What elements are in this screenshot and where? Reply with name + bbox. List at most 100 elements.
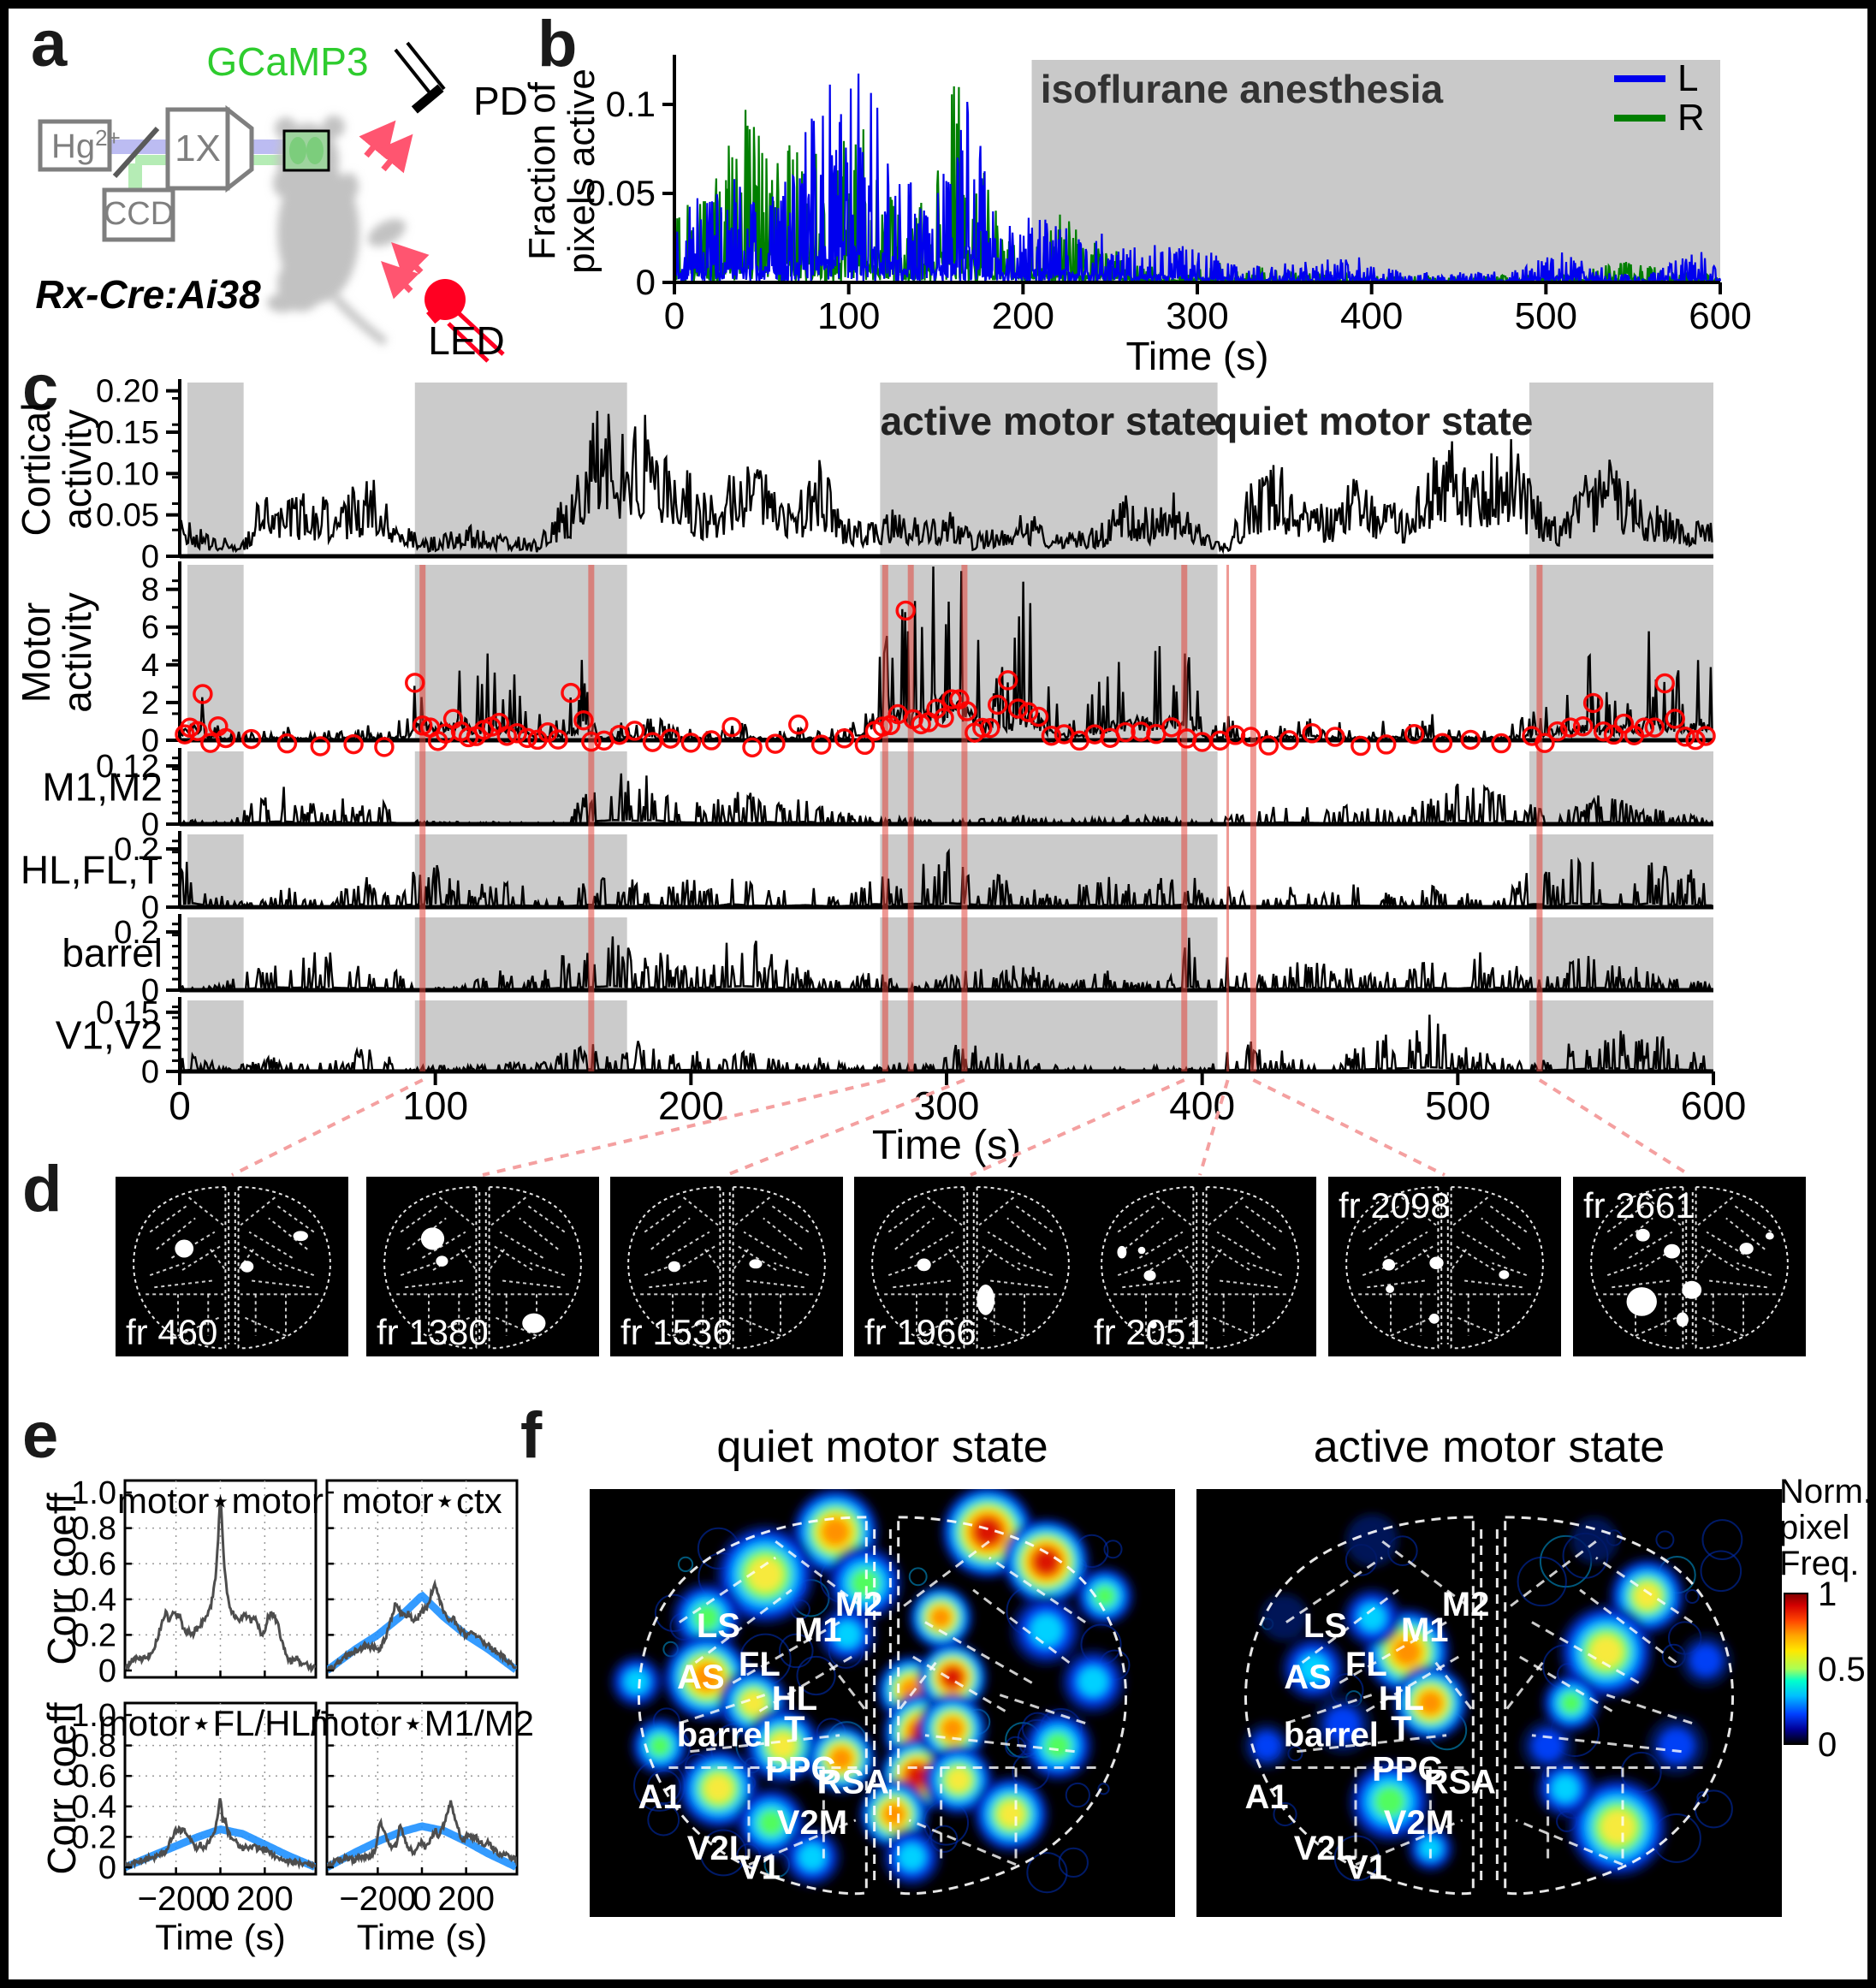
motor-event-circle <box>987 694 1008 715</box>
motor-event-circle <box>854 734 876 756</box>
motor-event-circle <box>1351 735 1371 757</box>
motor-event-circle <box>548 729 568 750</box>
brain-outline <box>627 1186 721 1350</box>
heat-blob <box>1659 1728 1695 1764</box>
b-xtick: 300 <box>1166 295 1228 337</box>
motor-event-circle <box>1375 734 1397 755</box>
motor-event-circle <box>517 727 537 749</box>
c-xtick: 500 <box>1425 1083 1491 1128</box>
e-xtick: −200 <box>138 1880 215 1918</box>
region-label-AS: AS <box>1284 1659 1332 1696</box>
motor-event-circle <box>934 708 954 728</box>
region-label-RSA: RSA <box>817 1764 889 1801</box>
region-label-M2: M2 <box>835 1586 883 1623</box>
state-shade <box>1529 383 1713 556</box>
c-ytick: 4 <box>141 648 159 684</box>
region-label-PPC: PPC <box>765 1751 835 1789</box>
brain-outline <box>637 1516 868 1896</box>
region-label-HL: HL <box>1379 1680 1424 1718</box>
heat-blob <box>1634 1582 1660 1610</box>
motor-event-circle <box>872 716 893 737</box>
motor-event-circle <box>561 682 581 703</box>
frame-number-label: fr 2051 <box>1094 1312 1206 1352</box>
active-pixel-blob <box>749 1259 763 1269</box>
heat-blob <box>1392 1637 1422 1666</box>
e-xtick: 200 <box>236 1880 294 1918</box>
active-pixel-blob <box>1428 1314 1440 1324</box>
motor-event-circle <box>1685 729 1706 751</box>
b-ytick: 0.05 <box>585 173 656 213</box>
region-label-RSA: RSA <box>1424 1764 1496 1801</box>
frame-number-label: fr 2098 <box>1339 1185 1451 1225</box>
heat-blob <box>1078 1666 1108 1697</box>
heat-blob <box>648 1734 672 1758</box>
panel-b-letter: b <box>537 8 578 80</box>
corr-curve <box>327 1578 517 1672</box>
e-title: motor⋆motor <box>117 1481 324 1521</box>
anesthesia-shade <box>1031 60 1720 282</box>
e-ytick: 1.0 <box>71 1475 116 1511</box>
c-xtick: 300 <box>914 1083 980 1128</box>
c-ytick: 0.12 <box>96 749 159 785</box>
c-ytick: 0 <box>141 723 159 759</box>
e-ylabel: Corr coeff <box>39 1492 84 1665</box>
motor-event-circle <box>1225 725 1246 745</box>
e-ytick: 0.8 <box>71 1729 116 1765</box>
c-xlabel: Time (s) <box>872 1123 1021 1168</box>
motor-event-circle <box>1582 692 1604 714</box>
mercury-lamp-label: Hg2+ <box>51 125 121 165</box>
brain-frame: fr 1536 <box>610 1177 843 1356</box>
motor-event-circle <box>1115 721 1136 743</box>
brain-outline <box>237 1186 331 1350</box>
c-ytick: 0.2 <box>114 832 159 868</box>
gcamp3-label: GCaMP3 <box>206 39 368 84</box>
frame-connector <box>231 1078 424 1177</box>
motor-event-circle <box>405 673 425 693</box>
heat-blob <box>798 1843 826 1871</box>
region-label-A1: A1 <box>638 1778 682 1816</box>
motor-event-circle <box>911 714 931 735</box>
beamsplitter <box>112 127 160 178</box>
motor-event-circle <box>742 737 763 758</box>
corr-curve <box>125 1798 316 1870</box>
event-line <box>961 565 968 1071</box>
frame-connector <box>1538 1078 1691 1177</box>
event-line <box>588 565 595 1071</box>
active-pixel-blob <box>436 1255 448 1267</box>
legend-R: R <box>1677 97 1705 139</box>
c-row-label: M1,M2 <box>42 765 163 810</box>
objective-label: 1X <box>175 128 221 169</box>
heat-blob <box>941 1718 965 1740</box>
motor-event-circle <box>193 684 213 704</box>
b-xtick: 0 <box>664 295 685 337</box>
pd-label: PD <box>473 79 528 123</box>
motor-event-circle <box>997 670 1018 691</box>
motor-event-circle <box>1644 717 1665 738</box>
active-pixel-blob <box>1117 1245 1127 1259</box>
motor-event-circle <box>343 733 364 755</box>
active-pixel-blob <box>1636 1228 1650 1242</box>
led-icon <box>424 279 505 363</box>
motor-event-circle <box>972 717 993 739</box>
heat-blob <box>1252 1731 1281 1760</box>
motor-event-circle <box>1491 733 1511 754</box>
motor-event-circle <box>1593 721 1614 742</box>
frame-connector <box>1252 1078 1446 1177</box>
motor-event-circle <box>1018 702 1039 722</box>
state-shade <box>880 1000 1218 1071</box>
motor-event-circle <box>1613 713 1635 734</box>
shuffle-band <box>327 1822 517 1871</box>
heat-blob <box>834 1621 861 1648</box>
heat-blob <box>1689 1644 1722 1676</box>
region-label-V2L: V2L <box>1294 1830 1357 1867</box>
brain-outline <box>897 1516 1128 1896</box>
region-label-barrel: barrel <box>677 1717 772 1754</box>
b-ytick: 0.1 <box>606 84 656 124</box>
e-ytick: 0.4 <box>71 1582 116 1618</box>
brain-outline <box>1450 1186 1544 1350</box>
c-xtick: 100 <box>402 1083 468 1128</box>
heat-blob <box>1093 1584 1117 1608</box>
reflection-arrow <box>359 120 396 160</box>
motor-event-circle <box>895 600 916 621</box>
